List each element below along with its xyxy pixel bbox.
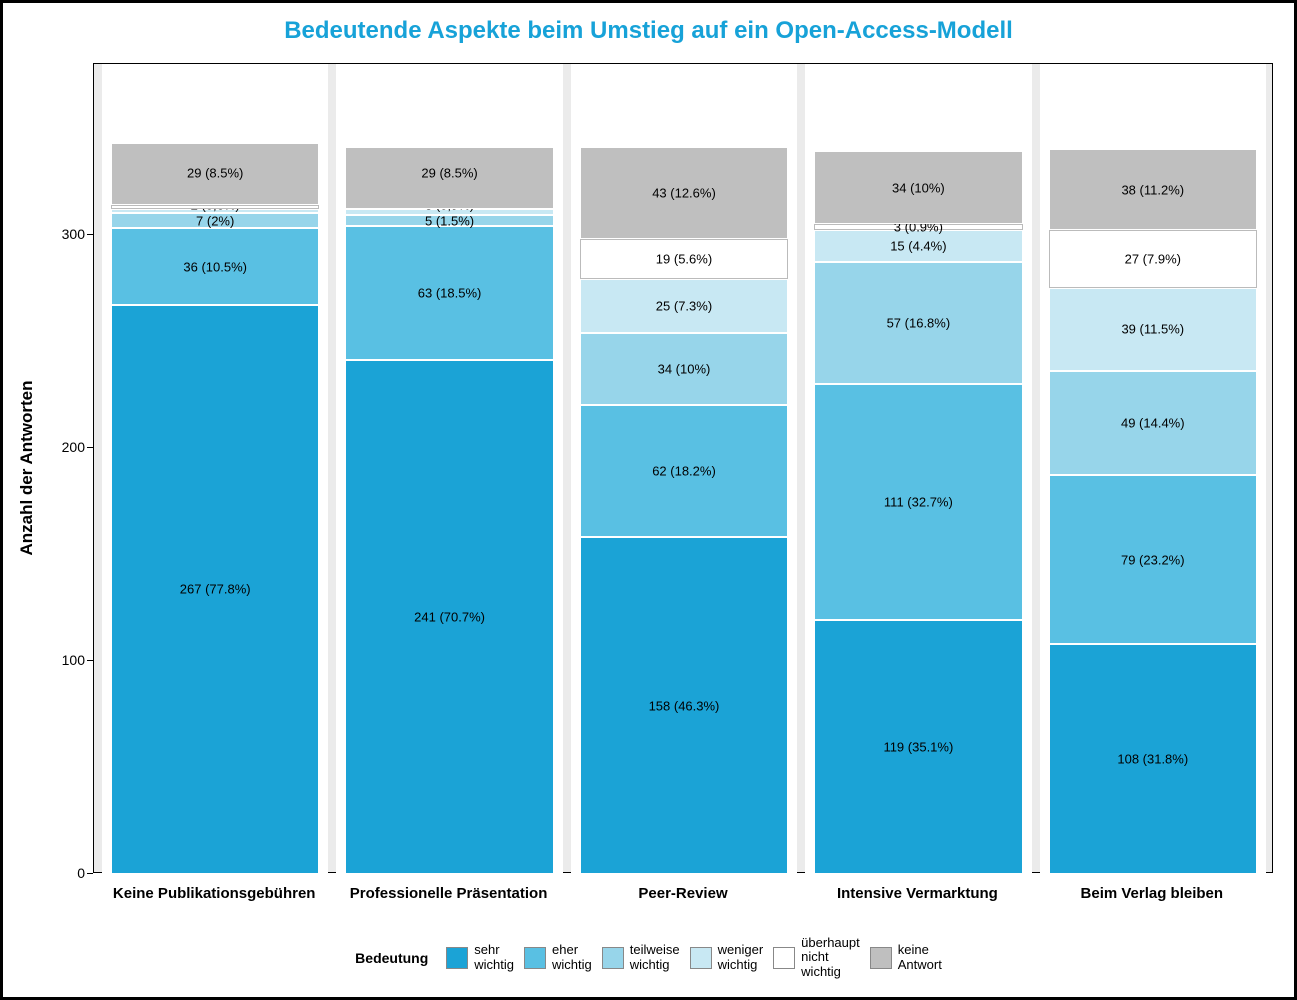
- stacked-bar: 158 (46.3%)62 (18.2%)34 (10%)25 (7.3%)19…: [580, 64, 788, 874]
- bar-segment: [580, 239, 788, 280]
- legend-label: eherwichtig: [552, 943, 592, 972]
- legend-label: keineAntwort: [898, 943, 942, 972]
- y-tick-label: 100: [62, 652, 85, 668]
- bar-segment: [111, 228, 319, 305]
- legend-item: eherwichtig: [524, 943, 592, 972]
- bar-segment: [1049, 475, 1257, 643]
- bar-segment: [111, 205, 319, 209]
- bar-segment: [345, 209, 553, 215]
- legend-items: sehrwichtig eherwichtig teilweisewichtig we…: [446, 936, 942, 979]
- bar-segment: [111, 143, 319, 205]
- category-label: Professionelle Präsentation: [350, 885, 548, 902]
- stacked-bar: 108 (31.8%)79 (23.2%)49 (14.4%)39 (11.5%…: [1049, 64, 1257, 874]
- bar-segment: [580, 279, 788, 332]
- bar-segment: [345, 360, 553, 874]
- category-label: Keine Publikationsgebühren: [113, 885, 316, 902]
- chart-title: Bedeutende Aspekte beim Umstieg auf ein …: [3, 17, 1294, 45]
- chart-panel: 119 (35.1%)111 (32.7%)57 (16.8%)15 (4.4%…: [805, 64, 1031, 874]
- bar-segment: [580, 147, 788, 239]
- y-axis: 0100200300: [43, 63, 93, 873]
- bar-segment: [814, 224, 1022, 230]
- y-tick-mark: [87, 873, 93, 874]
- category-label: Peer-Review: [638, 885, 727, 902]
- bar-segment: [814, 620, 1022, 874]
- bar-segment: [814, 230, 1022, 262]
- bar-segment: [580, 333, 788, 405]
- legend-item: sehrwichtig: [446, 943, 514, 972]
- chart-frame: Bedeutende Aspekte beim Umstieg auf ein …: [0, 0, 1297, 1000]
- bar-segment: [814, 384, 1022, 621]
- bar-segment: [345, 215, 553, 226]
- legend-swatch: [690, 947, 712, 969]
- category-label: Intensive Vermarktung: [837, 885, 998, 902]
- legend-swatch: [524, 947, 546, 969]
- bar-segment: [814, 151, 1022, 223]
- legend-label: überhauptnichtwichtig: [801, 936, 860, 979]
- bar-segment: [111, 213, 319, 228]
- legend-swatch: [870, 947, 892, 969]
- legend-label: teilweisewichtig: [630, 943, 680, 972]
- bar-segment: [345, 147, 553, 209]
- category-label: Beim Verlag bleiben: [1081, 885, 1224, 902]
- stacked-bar: 241 (70.7%)63 (18.5%)5 (1.5%)3 (0,9%)0 (…: [345, 64, 553, 874]
- legend-swatch: [446, 947, 468, 969]
- chart-panel: 241 (70.7%)63 (18.5%)5 (1.5%)3 (0,9%)0 (…: [336, 64, 562, 874]
- bar-segment: [111, 305, 319, 874]
- bar-segment: [111, 209, 319, 213]
- legend-title: Bedeutung: [355, 950, 428, 966]
- legend-swatch: [773, 947, 795, 969]
- bar-segment: [1049, 371, 1257, 475]
- legend: Bedeutung sehrwichtig eherwichtig teilweis…: [3, 936, 1294, 979]
- legend-label: sehrwichtig: [474, 943, 514, 972]
- y-tick-label: 0: [77, 865, 85, 881]
- bar-segment: [1049, 644, 1257, 874]
- chart-panel: 158 (46.3%)62 (18.2%)34 (10%)25 (7.3%)19…: [571, 64, 797, 874]
- chart-panel: 267 (77.8%)36 (10.5%)7 (2%)2 (0,6%)2 (0.…: [102, 64, 328, 874]
- y-axis-title: Anzahl der Antworten: [17, 380, 37, 555]
- legend-item: wenigerwichtig: [690, 943, 764, 972]
- bar-segment: [345, 226, 553, 360]
- bar-segment: [580, 405, 788, 537]
- chart-panel: 108 (31.8%)79 (23.2%)49 (14.4%)39 (11.5%…: [1040, 64, 1266, 874]
- y-tick-label: 300: [62, 226, 85, 242]
- y-tick-label: 200: [62, 439, 85, 455]
- bar-segment: [1049, 149, 1257, 230]
- legend-item: überhauptnichtwichtig: [773, 936, 860, 979]
- bar-segment: [1049, 230, 1257, 288]
- bar-segment: [580, 537, 788, 874]
- bar-segment: [1049, 288, 1257, 371]
- plot-area: 267 (77.8%)36 (10.5%)7 (2%)2 (0,6%)2 (0.…: [93, 63, 1273, 873]
- bar-segment: [814, 262, 1022, 384]
- legend-label: wenigerwichtig: [718, 943, 764, 972]
- legend-item: teilweisewichtig: [602, 943, 680, 972]
- legend-swatch: [602, 947, 624, 969]
- legend-item: keineAntwort: [870, 943, 942, 972]
- stacked-bar: 119 (35.1%)111 (32.7%)57 (16.8%)15 (4.4%…: [814, 64, 1022, 874]
- stacked-bar: 267 (77.8%)36 (10.5%)7 (2%)2 (0,6%)2 (0.…: [111, 64, 319, 874]
